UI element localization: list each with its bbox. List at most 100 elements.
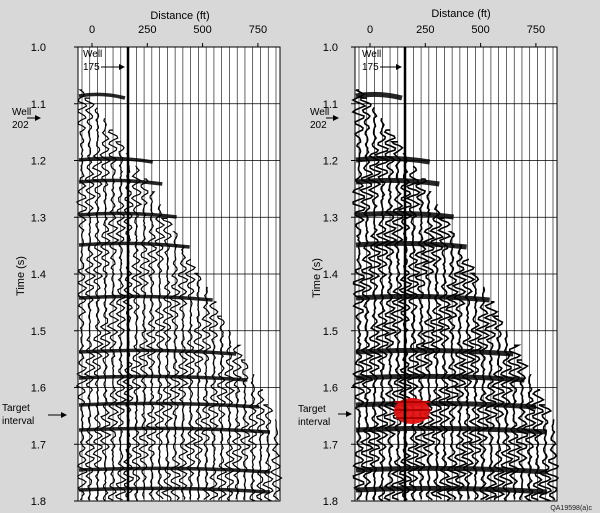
seismic-trace [106, 129, 120, 501]
seismic-trace [137, 178, 151, 500]
y-tick-label: 1.5 [323, 326, 338, 338]
right-well-175-label: Well 175 [362, 49, 384, 73]
seismic-trace [200, 286, 213, 500]
seismic-trace [382, 129, 398, 501]
seismic-trace [521, 374, 538, 502]
y-tick-label: 1.7 [323, 439, 338, 451]
seismic-trace [224, 330, 236, 502]
left-target-interval-label: Target interval [2, 403, 34, 427]
reflector-band [355, 293, 490, 303]
y-tick-label: 1.8 [31, 496, 46, 508]
right-well-175-arrowhead [396, 64, 402, 70]
left-x-axis-ticks: 0 250 500 750 [89, 24, 267, 47]
seismic-trace [160, 217, 174, 501]
left-well-175-line2: 175 [83, 62, 100, 73]
right-target-line2: interval [298, 417, 330, 428]
seismic-trace [231, 344, 243, 500]
reflector-band [78, 156, 154, 164]
reflector-band [78, 374, 248, 382]
left-target-line2: interval [2, 416, 34, 427]
right-seismic-panel: Distance (ft) 0 250 500 750 1.0 1.1 1.2 1.3 1.4… [298, 8, 560, 508]
seismic-trace [545, 419, 560, 501]
seismic-trace [506, 344, 523, 500]
y-tick-label: 1.0 [323, 42, 338, 54]
reflector-band [355, 425, 548, 435]
right-well-175-line2: 175 [362, 62, 379, 73]
x-tick-label: 0 [89, 24, 95, 36]
right-x-axis-title: Distance (ft) [431, 8, 490, 20]
right-well-202-line1: Well [310, 107, 329, 118]
y-tick-label: 1.5 [31, 326, 46, 338]
reflector-band [78, 241, 190, 249]
seismic-trace [262, 404, 274, 502]
y-tick-label: 1.0 [31, 42, 46, 54]
seismic-trace [451, 244, 469, 500]
x-tick-label: 500 [193, 24, 211, 36]
target-highlight-streaks [395, 401, 431, 419]
left-well-175-line1: Well [83, 49, 102, 60]
right-well-202-arrowhead [333, 115, 339, 121]
reflector-band [355, 465, 548, 475]
seismic-trace [91, 107, 104, 501]
left-well-202-line1: Well [12, 107, 31, 118]
seismic-trace [389, 141, 406, 501]
reflector-band [78, 466, 271, 474]
figure-reference-id: QA19598(a)c [550, 505, 592, 512]
y-tick-label: 1.4 [31, 269, 46, 281]
reflector-band [78, 426, 271, 434]
right-x-axis-ticks: 0 250 500 750 [367, 24, 545, 47]
y-tick-label: 1.1 [31, 99, 46, 111]
y-tick-label: 1.6 [323, 383, 338, 395]
y-tick-label: 1.3 [31, 212, 46, 224]
seismic-trace [145, 191, 158, 501]
seismic-trace [436, 217, 453, 502]
reflector-band [355, 177, 440, 187]
y-tick-label: 1.7 [31, 439, 46, 451]
y-tick-label: 1.2 [31, 156, 46, 168]
right-target-interval-label: Target interval [298, 404, 330, 428]
reflector-band [355, 240, 467, 250]
reflector-band [355, 485, 548, 495]
left-target-arrowhead [61, 412, 67, 418]
y-tick-label: 1.1 [323, 99, 338, 111]
left-time-gridlines [78, 103, 280, 445]
seismic-trace [114, 141, 128, 501]
right-well-175-line1: Well [362, 49, 381, 60]
seismic-trace [366, 107, 384, 501]
right-y-axis-ticks: 1.0 1.1 1.2 1.3 1.4 1.5 1.6 1.7 1.8 [323, 42, 355, 508]
seismic-trace [193, 272, 205, 500]
left-well-175-label: Well 175 [83, 49, 105, 73]
seismic-trace [467, 272, 484, 501]
y-tick-label: 1.8 [323, 496, 338, 508]
left-y-axis-ticks: 1.0 1.1 1.2 1.3 1.4 1.5 1.6 1.7 1.8 [31, 42, 78, 508]
x-tick-label: 750 [527, 24, 545, 36]
x-tick-label: 250 [416, 24, 434, 36]
right-time-gridlines [355, 103, 557, 445]
left-well-202-line2: 202 [12, 120, 29, 131]
right-well-202-label: Well 202 [310, 107, 332, 131]
left-well-202-arrowhead [35, 115, 41, 121]
left-trace-field [75, 47, 283, 502]
seismic-trace [483, 301, 499, 501]
reflector-band [355, 347, 514, 357]
seismic-trace [413, 178, 430, 500]
right-y-axis-title: Time (s) [311, 258, 323, 298]
right-target-arrowhead [346, 411, 352, 417]
y-tick-label: 1.3 [323, 212, 338, 224]
reflector-band [355, 155, 431, 165]
left-well-175-arrowhead [119, 64, 125, 70]
reflector-band [78, 348, 237, 356]
reflector-band [78, 401, 260, 409]
left-well-202-label: Well 202 [12, 107, 34, 131]
seismic-trace [444, 231, 461, 501]
reflector-band [78, 92, 126, 100]
left-seismic-panel: Distance (ft) 0 250 500 750 1.0 1.1 1.2 1.3 1.4… [2, 10, 283, 508]
seismic-trace [475, 286, 491, 501]
target-highlight [394, 398, 431, 424]
x-tick-label: 250 [138, 24, 156, 36]
seismic-trace [269, 419, 283, 501]
left-target-line1: Target [2, 403, 30, 414]
seismic-trace [176, 245, 189, 500]
y-tick-label: 1.4 [323, 269, 338, 281]
